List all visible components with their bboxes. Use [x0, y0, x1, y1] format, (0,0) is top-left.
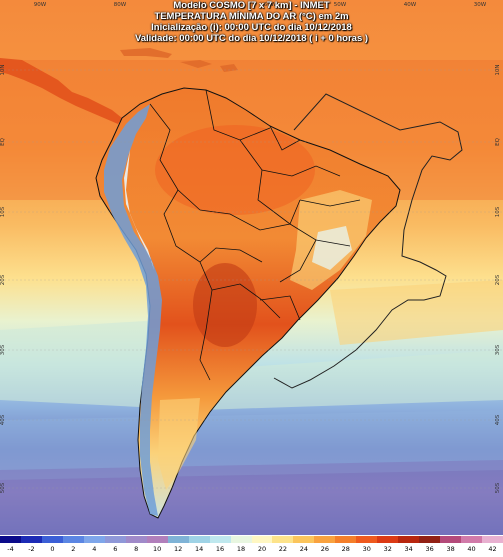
colorbar-swatch: [62, 536, 85, 543]
model-agency: - INMET: [294, 0, 330, 11]
initialization-line: Inicialização (i): 00:00 UTC do dia 10/1…: [151, 22, 352, 33]
colorbar-tick-label: 12: [174, 545, 183, 553]
colorbar-swatch: [188, 536, 211, 543]
model-name: Modelo COSMO: [173, 0, 246, 11]
colorbar-swatch: [461, 536, 483, 543]
caribbean-islands: [120, 48, 238, 72]
colorbar-swatch: [398, 536, 420, 543]
colorbar-swatch: [104, 536, 127, 543]
colorbar-tick-label: 24: [299, 545, 309, 553]
left-latitude-label: 10S: [0, 206, 6, 217]
colorbar-tick-label: 28: [341, 545, 350, 553]
colorbar-swatch: [251, 536, 273, 543]
colorbar-tick-label: 18: [236, 545, 246, 553]
colorbar-swatch: [41, 536, 64, 543]
right-latitude-label: 10N: [495, 64, 501, 75]
colorbar-tick-label: 32: [383, 545, 392, 553]
colorbar-swatch: [335, 536, 357, 543]
top-longitude-label: 30W: [474, 2, 487, 8]
colorbar-tick-label: 26: [320, 545, 329, 553]
ocean-cool-patch: [0, 320, 503, 410]
colorbar-swatch: [482, 536, 503, 543]
colorbar-tick-label: 16: [215, 545, 225, 553]
top-longitude-label: 50W: [334, 2, 347, 8]
colorbar-swatch: [440, 536, 462, 543]
central-america-landmass: [0, 58, 122, 124]
colorbar-swatch: [314, 536, 336, 543]
right-latitude-label: 40S: [495, 414, 501, 425]
ocean-mild-patch: [330, 280, 503, 345]
left-latitude-label: EQ: [0, 137, 6, 145]
colorbar-tick-label: -2: [28, 545, 35, 553]
andes-cold-ribbon: [104, 104, 162, 516]
colorbar-swatch: [230, 536, 252, 543]
marine-domain-outline: [273, 93, 463, 389]
model-resolution: [7 x 7 km]: [247, 0, 292, 11]
patagonia-mild: [158, 398, 200, 490]
ocean-cold-patch: [0, 410, 503, 480]
top-longitude-label: 60W: [264, 2, 277, 8]
left-latitude-label: 30S: [0, 344, 6, 355]
map-canvas: 90W 80W 70W 60W 50W 40W 30W 10N EQ 10S 20S 30S 40S 5…: [0, 0, 503, 535]
colorbar-swatch: [293, 536, 315, 543]
top-longitude-label: 80W: [114, 2, 127, 8]
colorbar-tick-label: 8: [134, 545, 139, 553]
colorbar-swatch: [20, 536, 43, 543]
colorbar-swatch: [146, 536, 169, 543]
right-latitude-label: 20S: [495, 274, 501, 285]
colorbar: -4 -2 0 2 4 6 8 10 12 14 16 18 20 22 24 26 28 30 32 34 36 38 4…: [0, 536, 503, 557]
top-longitude-label: 90W: [34, 2, 47, 8]
variable-title: TEMPERATURA MÍNIMA DO AR (°C) em 2m: [154, 11, 349, 22]
left-latitude-label: 50S: [0, 482, 6, 493]
colorbar-swatch: [419, 536, 441, 543]
amazon-hot-core: [155, 125, 315, 215]
right-latitude-label: 50S: [495, 482, 501, 493]
map-header: Modelo COSMO [7 x 7 km] - INMET TEMPERAT…: [0, 0, 503, 44]
top-longitude-label: 70W: [194, 2, 207, 8]
colorbar-tick-label: 22: [278, 545, 288, 553]
colorbar-tick-label: 42: [488, 545, 497, 553]
colorbar-tick-label: 36: [425, 545, 434, 553]
colorbar-tick-label: 20: [257, 545, 267, 553]
colorbar-swatch: [83, 536, 106, 543]
colorbar-tick-label: 2: [71, 545, 76, 553]
left-latitude-label: 40S: [0, 414, 6, 425]
left-latitude-labels: 10N EQ 10S 20S 30S 40S 50S: [0, 64, 6, 493]
country-borders: [149, 89, 361, 381]
colorbar-tick-label: 6: [113, 545, 118, 553]
colorbar-swatch: [272, 536, 294, 543]
colorbar-swatch: [0, 536, 22, 543]
colorbar-swatch: [356, 536, 378, 543]
ocean-colder-patch: [0, 460, 503, 535]
colorbar-tick-label: 34: [404, 545, 413, 553]
top-longitude-label: 40W: [404, 2, 417, 8]
left-latitude-label: 10N: [0, 64, 6, 75]
right-latitude-label: 30S: [495, 344, 501, 355]
brazil-highlands-cool: [312, 226, 352, 270]
colorbar-tick-label: -4: [7, 545, 14, 553]
colorbar-tick-label: 38: [446, 545, 455, 553]
top-longitude-labels: 90W 80W 70W 60W 50W 40W 30W: [34, 2, 487, 8]
chaco-hot-core: [193, 263, 257, 347]
left-latitude-label: 20S: [0, 274, 6, 285]
colorbar-swatch: [167, 536, 190, 543]
colorbar-swatch: [377, 536, 399, 543]
right-latitude-labels: 10N EQ 10S 20S 30S 40S 50S: [495, 64, 501, 493]
right-latitude-label: EQ: [495, 137, 501, 145]
validity-line: Validade: 00:00 UTC do dia 10/12/2018 ( …: [134, 33, 369, 44]
colorbar-tick-label: 40: [467, 545, 476, 553]
colorbar-swatch: [125, 536, 148, 543]
colorbar-tick-label: 10: [153, 545, 162, 553]
temperature-map: 90W 80W 70W 60W 50W 40W 30W 10N EQ 10S 20S 30S 40S 5…: [0, 0, 503, 535]
colorbar-tick-label: 14: [194, 545, 204, 553]
colorbar-tick-label: 0: [50, 545, 55, 553]
colorbar-tick-label: 30: [362, 545, 371, 553]
colorbar-tick-label: 4: [92, 545, 97, 553]
right-latitude-label: 10S: [495, 206, 501, 217]
model-title: Modelo COSMO [7 x 7 km] - INMET: [0, 0, 503, 11]
colorbar-swatch: [209, 536, 232, 543]
